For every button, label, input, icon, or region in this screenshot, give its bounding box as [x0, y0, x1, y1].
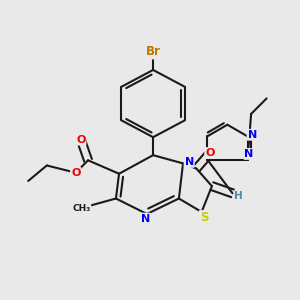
Text: N: N: [244, 149, 254, 159]
Text: S: S: [200, 211, 208, 224]
Text: O: O: [76, 135, 86, 145]
Text: N: N: [141, 214, 150, 224]
Text: O: O: [71, 168, 80, 178]
Text: N: N: [184, 157, 194, 167]
Text: O: O: [205, 148, 214, 158]
Text: CH₃: CH₃: [72, 204, 91, 213]
Text: H: H: [234, 191, 243, 201]
Text: Br: Br: [146, 46, 160, 59]
Text: N: N: [248, 130, 257, 140]
